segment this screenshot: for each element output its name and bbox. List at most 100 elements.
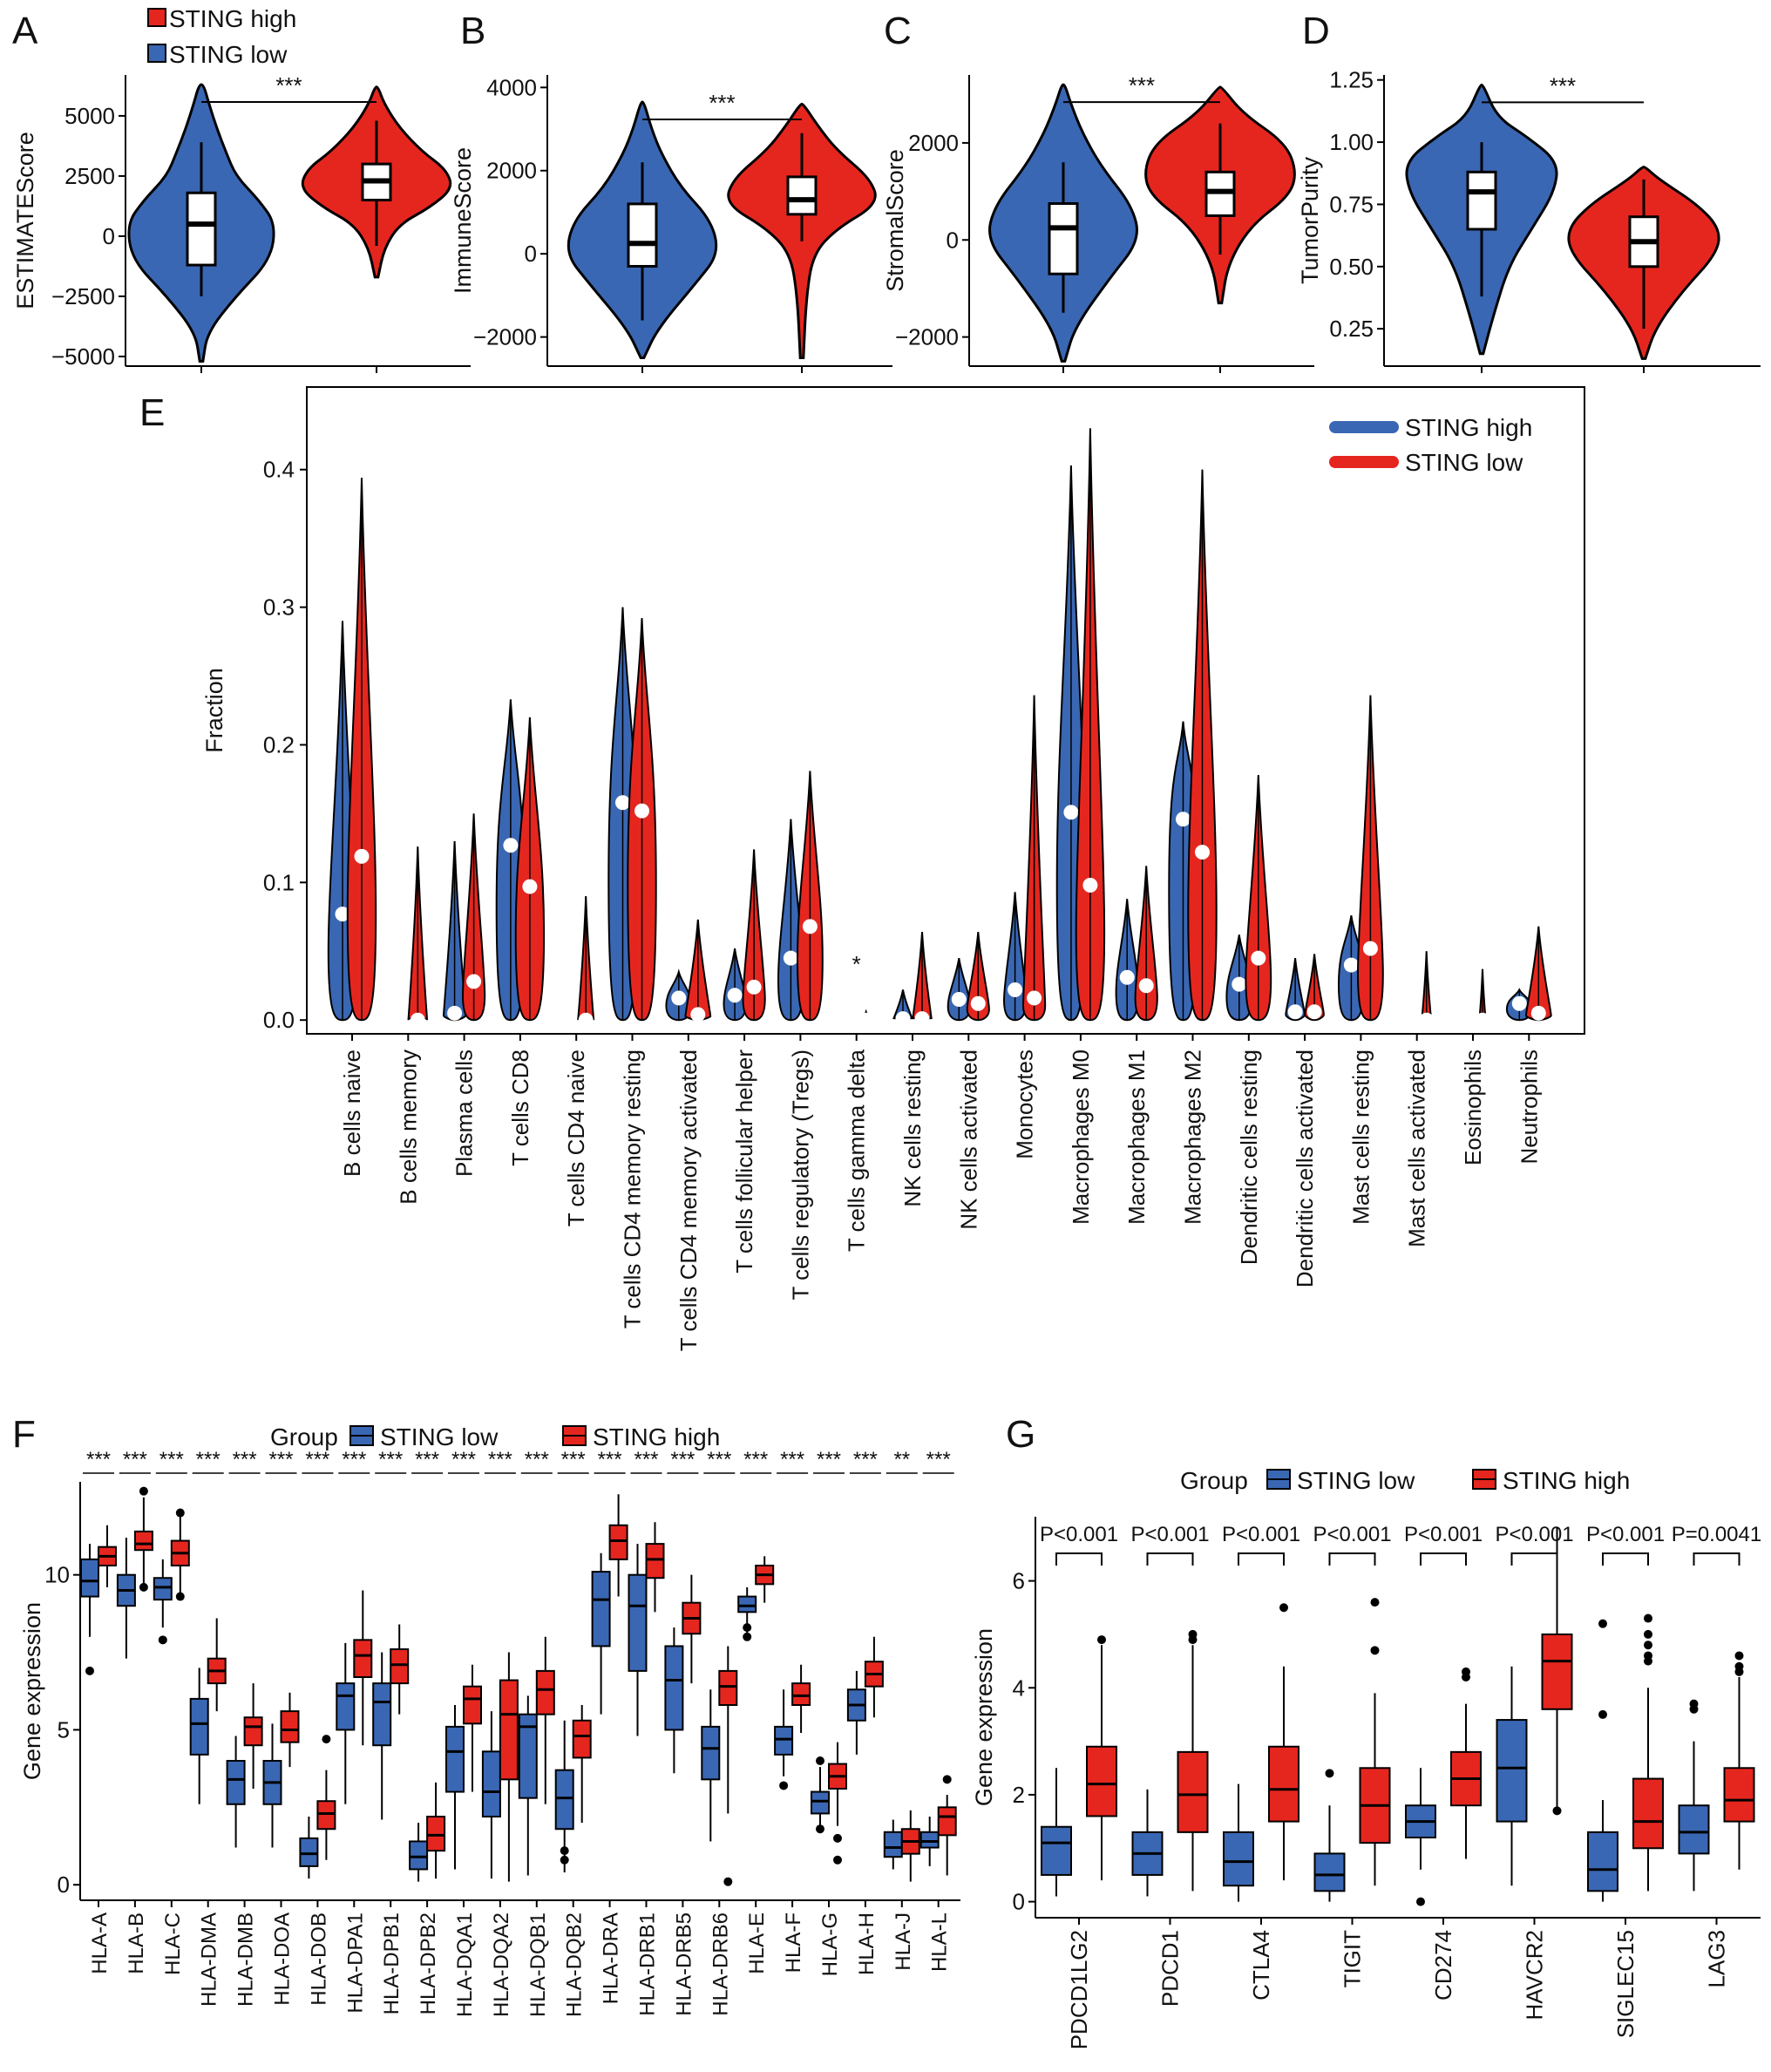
panel-label-d: D <box>1302 10 1330 52</box>
pvalue-label: P<0.001 <box>1040 1523 1118 1546</box>
plot-a: 5000 2500 0 −2500 −5000 ESTIMATEScore *** <box>12 72 471 373</box>
box-sting-low-hla-dpa1 <box>336 1682 356 1731</box>
box-sting-low-hla-dmb <box>226 1760 246 1805</box>
outlier-point <box>743 1623 752 1633</box>
significance-label: * <box>852 951 861 977</box>
box-sting-high-hla-dob <box>316 1800 336 1831</box>
x-tick-label-b-cells-memory: B cells memory <box>395 1050 421 1205</box>
legend-title: Group <box>1180 1467 1248 1494</box>
median-dot-sting-high-t-cells-follicular-helper <box>727 988 743 1003</box>
x-tick-label-hla-drb1: HLA-DRB1 <box>636 1912 660 2016</box>
median-dot-sting-low-macrophages-m0 <box>1082 877 1098 893</box>
median-dot-sting-high-nk-cells-resting <box>895 1011 911 1027</box>
y-tick-label: −2500 <box>51 283 115 309</box>
y-tick-label: 0.50 <box>1329 254 1374 280</box>
outlier-point <box>139 1582 148 1592</box>
box-sting-low <box>1466 170 1497 231</box>
y-tick-label: 1.00 <box>1329 129 1374 155</box>
plot-f: 0 5 10 Gene expression Group STING low STING h… <box>19 1423 960 2017</box>
median-dot-sting-high-dendritic-cells-activated <box>1287 1004 1303 1020</box>
y-tick-label: 0 <box>58 1872 70 1898</box>
outlier-point <box>1370 1598 1380 1607</box>
box-sting-high-hla-f <box>791 1682 811 1706</box>
x-tick-label-hla-l: HLA-L <box>928 1912 952 1972</box>
significance-label: *** <box>159 1448 184 1471</box>
x-tick-label-mast-cells-activated: Mast cells activated <box>1404 1050 1430 1247</box>
x-tick-label-t-cells-cd4-memory-activated: T cells CD4 memory activated <box>675 1050 702 1351</box>
outlier-point <box>1279 1603 1288 1613</box>
significance-label: *** <box>1129 72 1155 99</box>
box-sting-high-hla-b <box>133 1530 153 1552</box>
x-tick-label-hla-dqb2: HLA-DQB2 <box>563 1912 587 2017</box>
x-tick-label-hla-f: HLA-F <box>782 1912 805 1973</box>
box-sting-high-hla-dmb <box>243 1716 263 1747</box>
outlier-point <box>1097 1635 1106 1645</box>
plot-e: 0.0 0.1 0.2 0.3 0.4 Fraction B cells naive B ce… <box>201 386 1585 1351</box>
x-tick-label-t-cells-cd8: T cells CD8 <box>507 1050 533 1166</box>
median-dot-sting-low-t-cells-cd8 <box>522 879 538 894</box>
box-sting-low-hla-dpb2 <box>409 1840 429 1871</box>
significance-label: *** <box>561 1448 586 1471</box>
outlier-point <box>833 1833 842 1843</box>
median-dot-sting-high-mast-cells-resting <box>1343 957 1359 973</box>
x-tick-label-pdcd1lg2: PDCD1LG2 <box>1066 1930 1092 2049</box>
median-dot-sting-low-mast-cells-activated <box>1419 1012 1435 1028</box>
outlier-point <box>833 1855 842 1865</box>
outlier-point <box>139 1486 148 1496</box>
box-sting-high-lag3 <box>1723 1767 1755 1823</box>
box-sting-high-hla-dqa1 <box>463 1685 482 1725</box>
outlier-point <box>560 1846 569 1856</box>
median-dot-sting-high-eosinophils <box>1455 1012 1471 1028</box>
median-dot-sting-high-t-cells-gamma-delta <box>839 1012 855 1028</box>
x-tick-label-macrophages-m1: Macrophages M1 <box>1123 1050 1150 1225</box>
box-sting-low-lag3 <box>1678 1804 1710 1855</box>
plot-frame <box>306 386 1585 1035</box>
outlier-point <box>1734 1667 1744 1676</box>
significance-label: *** <box>743 1448 768 1471</box>
outlier-point <box>816 1824 824 1834</box>
significance-label: *** <box>780 1448 804 1471</box>
x-tick-label-b-cells-naive: B cells naive <box>339 1050 365 1177</box>
box-sting-high-hla-drb6 <box>718 1669 738 1707</box>
median-dot-sting-high-t-cells-regulatory-tregs <box>783 950 798 966</box>
x-tick-label-monocytes: Monocytes <box>1012 1050 1038 1159</box>
x-tick-label-hla-dpb2: HLA-DPB2 <box>417 1912 440 2014</box>
median-dot-sting-high-t-cells-cd8 <box>503 838 519 853</box>
y-tick-label: 2 <box>1013 1782 1025 1808</box>
legend-label: STING high <box>1405 414 1532 441</box>
top-legend: STING high STING low <box>147 5 296 68</box>
median-dot-sting-low-mast-cells-resting <box>1362 941 1378 956</box>
box-sting-high-hla-doa <box>280 1710 300 1743</box>
pvalue-bracket <box>1328 1552 1376 1566</box>
significance-label: *** <box>451 1448 476 1471</box>
median-dot-sting-low-nk-cells-activated <box>970 995 986 1011</box>
panel-label-e: E <box>139 391 165 434</box>
box-sting-low-hla-j <box>883 1831 903 1858</box>
box-sting-high-siglec15 <box>1632 1777 1664 1850</box>
outlier-point <box>1416 1897 1425 1906</box>
pvalue-bracket <box>1693 1552 1740 1566</box>
outlier-point <box>175 1508 185 1518</box>
pvalue-label: P<0.001 <box>1130 1523 1209 1546</box>
box-sting-low-hla-dqb2 <box>554 1769 574 1831</box>
median-dot-sting-low-t-cells-gamma-delta <box>858 1012 874 1028</box>
box-sting-low-hla-dqa2 <box>481 1750 501 1818</box>
median-dot-sting-high-plasma-cells <box>447 1005 463 1021</box>
panel-label-b: B <box>460 10 485 52</box>
pvalue-label: P<0.001 <box>1586 1523 1665 1546</box>
box-sting-low-hla-a <box>80 1558 99 1598</box>
box-sting-high-ctla4 <box>1268 1745 1299 1823</box>
y-tick-label: 5000 <box>64 103 115 129</box>
x-tick-label-hla-e: HLA-E <box>745 1912 769 1974</box>
y-tick-label: 0 <box>1013 1889 1025 1915</box>
legend-swatch-low <box>147 44 166 63</box>
median-dot-sting-low-t-cells-cd4-memory-activated <box>690 1007 706 1022</box>
x-tick-label-hla-a: HLA-A <box>88 1912 112 1974</box>
x-tick-label-hla-dqb1: HLA-DQB1 <box>526 1912 550 2017</box>
median-dot-sting-high-t-cells-cd4-naive <box>559 1012 574 1028</box>
x-tick-label-t-cells-cd4-naive: T cells CD4 naive <box>563 1050 589 1226</box>
panel-label-c: C <box>884 10 912 52</box>
median-dot-sting-high-b-cells-memory <box>390 1012 406 1028</box>
box-sting-high <box>786 175 818 216</box>
y-tick-label: −2000 <box>895 324 959 350</box>
